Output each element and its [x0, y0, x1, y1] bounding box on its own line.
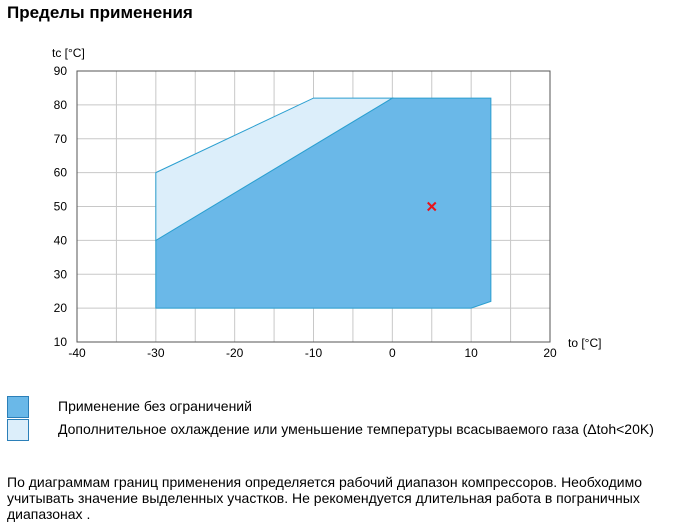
x-tick-label: -40 — [68, 346, 86, 360]
plot-frame — [76, 70, 551, 343]
operating-point — [427, 201, 437, 212]
y-tick-label: 30 — [54, 267, 68, 281]
legend-swatch-additional-cooling — [7, 419, 29, 441]
page-title: Пределы применения — [7, 3, 193, 22]
y-tick-label: 40 — [54, 233, 68, 247]
axis-ticks: -40 -30 -20 -10 0 10 20 10 20 30 40 50 60 70 80 90 — [54, 64, 557, 360]
note-text: По диаграммам границ применения определя… — [7, 474, 643, 522]
operating-point-marker — [427, 201, 437, 212]
y-tick-label: 80 — [54, 98, 68, 112]
x-tick-label: -10 — [305, 346, 323, 360]
area-additional-cooling — [155, 97, 395, 242]
y-tick-label: 90 — [54, 64, 68, 78]
plot-border — [76, 70, 551, 343]
y-tick-label: 70 — [54, 132, 68, 146]
x-axis-label: to [°C] — [568, 336, 601, 350]
legend-swatch-unrestricted — [7, 396, 29, 418]
chart-areas — [155, 97, 492, 309]
x-tick-label: -30 — [147, 346, 165, 360]
legend-label-unrestricted: Применение без ограничений — [58, 398, 252, 414]
y-tick-label: 60 — [54, 166, 68, 180]
x-tick-label: 20 — [543, 346, 557, 360]
application-limits-chart: -40 -30 -20 -10 0 10 20 10 20 30 40 50 60 70 80 90 tc [… — [52, 46, 601, 360]
y-tick-label: 50 — [54, 200, 68, 214]
x-tick-label: 0 — [389, 346, 396, 360]
legend-label-additional-cooling: Дополнительное охлаждение или уменьшение… — [58, 421, 654, 437]
x-tick-label: 10 — [464, 346, 478, 360]
y-tick-label: 20 — [54, 301, 68, 315]
y-axis-label: tc [°C] — [52, 46, 85, 60]
y-tick-label: 10 — [54, 335, 68, 349]
x-tick-label: -20 — [226, 346, 244, 360]
